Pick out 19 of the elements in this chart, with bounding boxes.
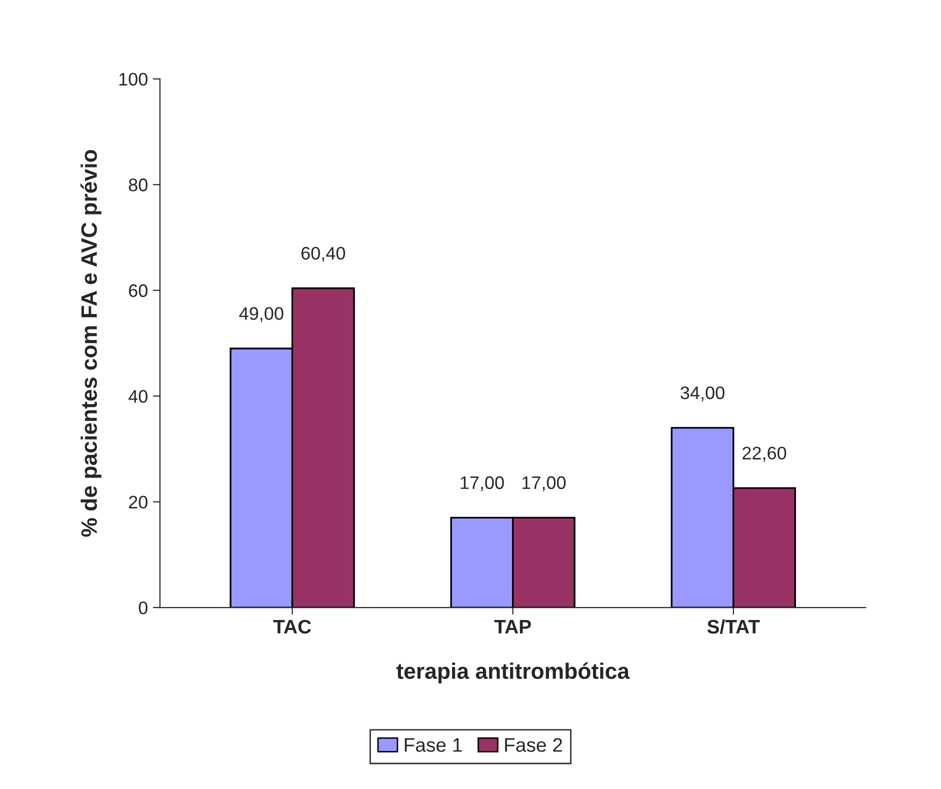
y-tick-label: 80 xyxy=(128,178,148,192)
y-axis-title: % de pacientes com FA e AVC prévio xyxy=(80,150,102,537)
y-tick-label: 0 xyxy=(138,601,148,614)
x-tick-label: TAC xyxy=(273,620,312,634)
y-tick-label: 60 xyxy=(129,284,148,298)
y-tick-label: 20 xyxy=(128,496,148,509)
data-label: 22,60 xyxy=(742,446,786,462)
data-label: 17,00 xyxy=(522,476,566,492)
x-tick-label: TAP xyxy=(494,620,531,634)
x-tick-label: S/TAT xyxy=(707,619,760,634)
y-tick-label: 40 xyxy=(128,390,148,403)
y-tick-label: 100 xyxy=(119,72,148,86)
data-label: 49,00 xyxy=(239,307,284,322)
data-label: 60,40 xyxy=(302,246,346,262)
legend-label: Fase 2 xyxy=(505,738,562,752)
x-axis-title: terapia antitrombótica xyxy=(396,662,630,684)
data-label: 17,00 xyxy=(460,476,504,492)
legend-label: Fase 1 xyxy=(404,738,462,752)
data-label: 34,00 xyxy=(680,386,724,402)
